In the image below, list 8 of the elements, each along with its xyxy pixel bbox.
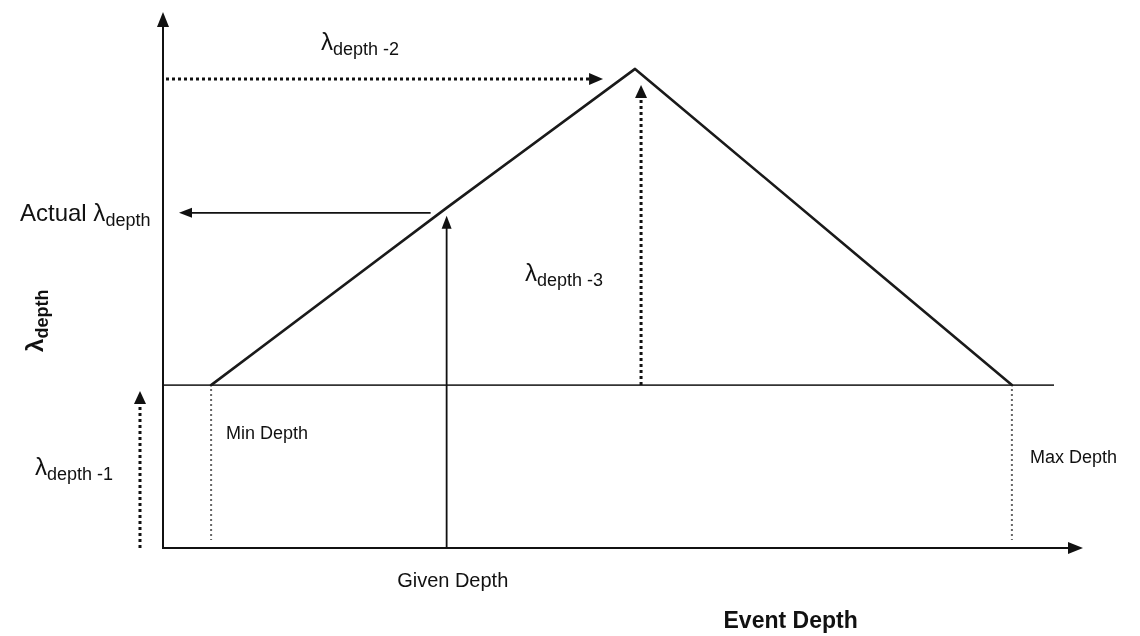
annotation: λ$_{depth -3}$ <box>525 259 604 291</box>
text: Actual λ$_{depth}$ <box>20 198 151 231</box>
text: λ$_{depth -2}$ <box>321 27 400 60</box>
text: Given Depth <box>397 568 509 592</box>
annotation: Min Depth <box>226 422 309 444</box>
x-axis-title: Event Depth <box>723 607 858 634</box>
ref-line-label: λ$_{depth -1}$ <box>35 452 114 484</box>
annotation: Max Depth <box>1029 446 1117 468</box>
